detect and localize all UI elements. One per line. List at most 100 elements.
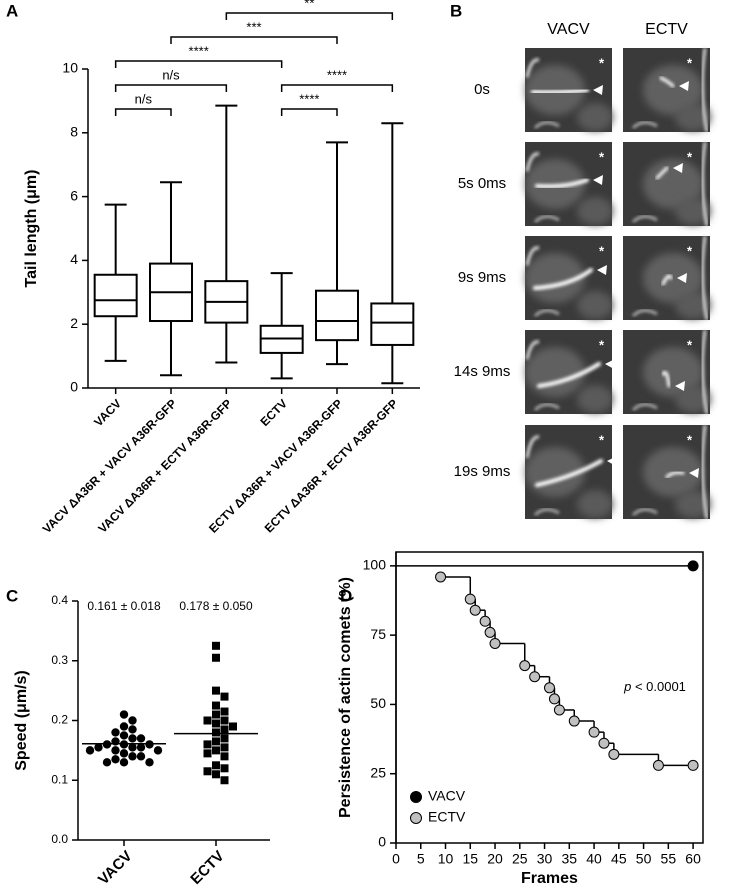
micrograph: * xyxy=(623,47,711,133)
significance-bracket xyxy=(280,84,394,92)
point xyxy=(119,749,129,758)
significance-label: n/s xyxy=(162,67,180,82)
point xyxy=(568,715,580,727)
micrograph: * xyxy=(623,235,711,321)
significance-label: **** xyxy=(299,91,319,106)
point xyxy=(687,759,699,771)
x-tick-label: VACV xyxy=(95,848,136,889)
x-tick-label: 15 xyxy=(462,851,478,867)
cell-edge xyxy=(632,309,658,317)
row-label: 9s 9ms xyxy=(458,269,506,286)
point xyxy=(687,560,699,572)
legend-label: VACV xyxy=(428,788,466,804)
point xyxy=(229,722,237,731)
cell-edge xyxy=(525,246,540,266)
y-axis-label: Tail length (μm) xyxy=(23,170,40,288)
star: * xyxy=(599,55,605,70)
point xyxy=(128,752,137,761)
point xyxy=(128,734,137,743)
x-tick-label: 5 xyxy=(417,851,425,867)
cell-edge xyxy=(700,235,709,321)
point xyxy=(220,716,229,725)
cell-edge xyxy=(525,152,540,172)
cell-edge xyxy=(700,141,709,227)
x-tick-label: ECTV xyxy=(187,848,227,888)
point xyxy=(652,759,664,771)
comet xyxy=(661,274,673,286)
haze xyxy=(675,385,711,413)
mean-label: 0.161 ± 0.018 xyxy=(87,599,161,613)
point xyxy=(588,726,600,738)
haze xyxy=(525,347,585,397)
panel-label: B xyxy=(450,1,462,20)
comet xyxy=(655,166,669,180)
comet xyxy=(537,362,601,388)
point xyxy=(464,593,476,605)
point xyxy=(85,746,95,755)
annotation-italic: p xyxy=(623,679,631,694)
haze xyxy=(577,385,613,413)
micrograph: * xyxy=(525,425,617,519)
point xyxy=(220,743,229,752)
point xyxy=(479,615,491,627)
x-tick-label: 45 xyxy=(611,851,627,867)
significance-label: ** xyxy=(304,0,314,10)
point xyxy=(119,710,129,719)
point xyxy=(136,743,146,752)
y-tick-label: 25 xyxy=(370,764,386,780)
cell-edge xyxy=(632,403,658,411)
mean-label: 0.178 ± 0.050 xyxy=(179,599,253,613)
significance-label: *** xyxy=(246,19,261,34)
star: * xyxy=(687,432,693,447)
annotation: p < 0.0001 xyxy=(623,679,686,694)
haze xyxy=(675,291,711,319)
point xyxy=(136,752,146,761)
micrograph: * xyxy=(623,329,711,415)
point xyxy=(102,758,112,767)
y-axis-label: Speed (μm/s) xyxy=(13,670,30,770)
legend-marker xyxy=(410,812,422,824)
y-tick-label: 0.1 xyxy=(51,772,68,786)
cell-edge xyxy=(534,121,560,129)
x-tick-label: 60 xyxy=(685,851,701,867)
arrowhead xyxy=(675,381,685,391)
point xyxy=(212,761,220,770)
star: * xyxy=(599,149,605,164)
cell-edge xyxy=(534,215,560,223)
plot-frame xyxy=(395,551,704,844)
point xyxy=(212,746,220,755)
x-tick-label: 0 xyxy=(392,851,400,867)
point xyxy=(119,731,129,740)
star: * xyxy=(687,149,693,164)
box xyxy=(93,273,138,318)
x-tick-label: 10 xyxy=(438,851,454,867)
y-tick-label: 0 xyxy=(70,379,78,395)
cell-edge xyxy=(632,121,658,129)
haze xyxy=(675,490,711,518)
micrograph: * xyxy=(525,330,615,414)
micrograph: * xyxy=(623,424,711,520)
x-tick-label: 50 xyxy=(636,851,652,867)
x-tick-label: 55 xyxy=(661,851,677,867)
y-tick-label: 75 xyxy=(370,626,386,642)
point xyxy=(136,734,146,743)
y-tick-label: 2 xyxy=(70,315,78,331)
y-tick-label: 0 xyxy=(378,834,386,850)
x-axis-label: Frames xyxy=(521,870,578,887)
annotation-text: < 0.0001 xyxy=(635,679,686,694)
arrowhead xyxy=(607,456,617,466)
y-tick-label: 50 xyxy=(370,695,386,711)
point xyxy=(212,719,220,728)
point xyxy=(212,770,220,779)
x-tick-label: 40 xyxy=(586,851,602,867)
star: * xyxy=(687,337,693,352)
arrowhead xyxy=(597,265,607,275)
x-tick-label: 35 xyxy=(562,851,578,867)
point xyxy=(529,671,541,683)
column-header: ECTV xyxy=(645,21,688,38)
y-tick-label: 0.3 xyxy=(51,653,68,667)
x-tick-label: 25 xyxy=(512,851,528,867)
x-tick-label: ECTV xyxy=(257,396,290,429)
arrowhead xyxy=(593,85,603,95)
point xyxy=(519,660,531,672)
